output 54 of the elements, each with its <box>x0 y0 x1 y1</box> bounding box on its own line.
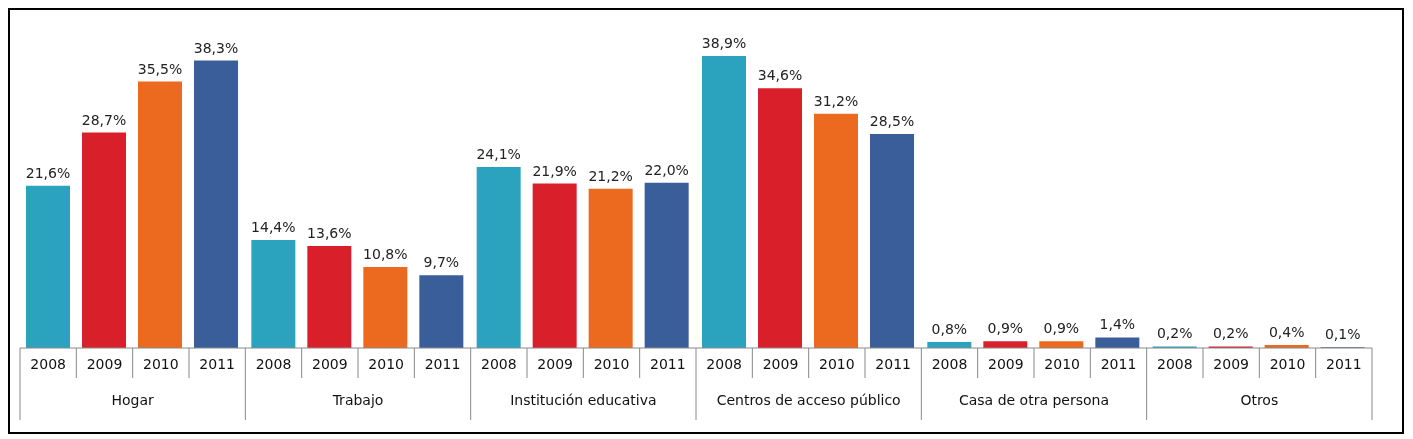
data-label: 22,0% <box>644 161 689 178</box>
data-label: 0,8% <box>931 320 968 337</box>
data-label: 31,2% <box>813 92 859 109</box>
data-label: 21,9% <box>532 162 577 179</box>
text: 2010 <box>1269 356 1306 372</box>
text: 2009 <box>988 356 1024 372</box>
series-label: 2010 <box>143 356 179 372</box>
data-label: 34,6% <box>757 67 803 84</box>
text: 2008 <box>931 356 968 372</box>
text: 2010 <box>368 356 404 372</box>
text: 2009 <box>1213 356 1249 372</box>
text: 2010 <box>1044 356 1080 372</box>
data-label: 38,9% <box>701 35 747 51</box>
text: 2008 <box>1157 356 1193 372</box>
data-label: 9,7% <box>423 254 460 271</box>
text: 2008 <box>706 356 742 372</box>
data-label: 0,9% <box>987 320 1024 337</box>
text: 2008 <box>481 356 517 372</box>
data-label: 0,1% <box>1324 326 1361 343</box>
text: 2008 <box>255 356 292 372</box>
series-label: 2011 <box>199 356 235 372</box>
data-label: 1,4% <box>1099 316 1136 333</box>
text: 2011 <box>1100 356 1137 372</box>
data-label: 0,9% <box>1043 320 1080 337</box>
text: 2009 <box>762 356 799 372</box>
x-tick-label: Centros de acceso público <box>716 392 901 408</box>
data-label: 0,2% <box>1156 325 1193 342</box>
text: 2011 <box>875 356 911 372</box>
x-tick-label: Trabajo <box>331 392 384 408</box>
x-tick-label: Hogar <box>111 392 155 408</box>
data-label: 21,6% <box>25 164 71 181</box>
x-tick-label: Casa de otra persona <box>958 392 1110 408</box>
data-label: 38,3% <box>193 39 239 56</box>
data-label: 28,5% <box>869 113 915 130</box>
data-label: 0,4% <box>1268 324 1305 340</box>
data-label: 0,2% <box>1212 325 1249 342</box>
data-label: 13,6% <box>307 224 352 241</box>
data-label: 14,4% <box>251 218 296 235</box>
x-tick-label: Institución educativa <box>510 392 657 408</box>
data-label: 28,7% <box>81 111 127 128</box>
series-label: 2009 <box>86 356 123 372</box>
x-tick-label: Otros <box>1240 392 1279 408</box>
text: 2011 <box>424 356 461 372</box>
text: 2010 <box>819 356 855 372</box>
data-label: 21,2% <box>588 167 633 184</box>
series-label: 2008 <box>30 356 66 372</box>
data-label: 24,1% <box>476 146 521 163</box>
text: 2010 <box>593 356 630 372</box>
text: 2011 <box>1326 356 1362 372</box>
text: 2011 <box>650 356 686 372</box>
data-label: 35,5% <box>137 60 183 77</box>
text: 2009 <box>312 356 348 372</box>
text: 2009 <box>537 356 573 372</box>
data-label: 10,8% <box>363 245 408 262</box>
